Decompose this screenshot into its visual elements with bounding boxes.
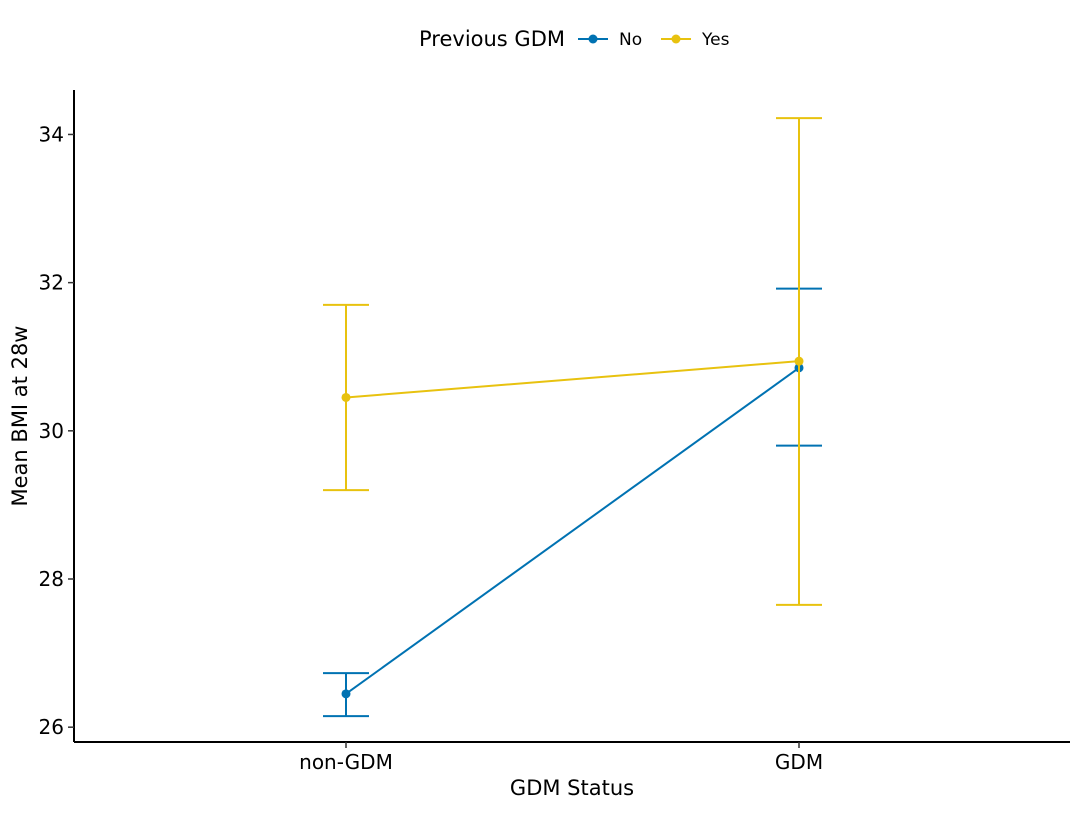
y-tick-label: 26 xyxy=(39,715,64,739)
axes: 26 28 30 32 34 non-GDM GDM xyxy=(39,90,1070,774)
series-yes xyxy=(323,117,822,606)
y-tick-label: 28 xyxy=(39,567,64,591)
y-tick-label: 32 xyxy=(39,271,64,295)
series-line xyxy=(345,360,800,399)
data-point xyxy=(341,689,351,699)
x-axis-title: GDM Status xyxy=(510,776,634,800)
y-tick-label: 30 xyxy=(39,419,64,443)
legend-item-yes: Yes xyxy=(661,30,730,50)
legend: Previous GDM No Yes xyxy=(419,27,730,51)
data-point xyxy=(794,356,804,366)
y-axis-title: Mean BMI at 28w xyxy=(8,326,32,507)
series-no xyxy=(323,287,822,718)
legend-key-point xyxy=(588,34,598,44)
data-point xyxy=(341,392,351,402)
legend-title: Previous GDM xyxy=(419,27,565,51)
series-layer xyxy=(323,117,822,718)
legend-label: Yes xyxy=(701,30,730,50)
x-tick-label: non-GDM xyxy=(299,750,393,774)
legend-key-point xyxy=(671,34,681,44)
series-line xyxy=(345,367,800,695)
legend-label: No xyxy=(619,30,642,50)
y-tick-label: 34 xyxy=(39,122,64,146)
legend-item-no: No xyxy=(578,30,642,50)
x-tick-label: GDM xyxy=(775,750,823,774)
